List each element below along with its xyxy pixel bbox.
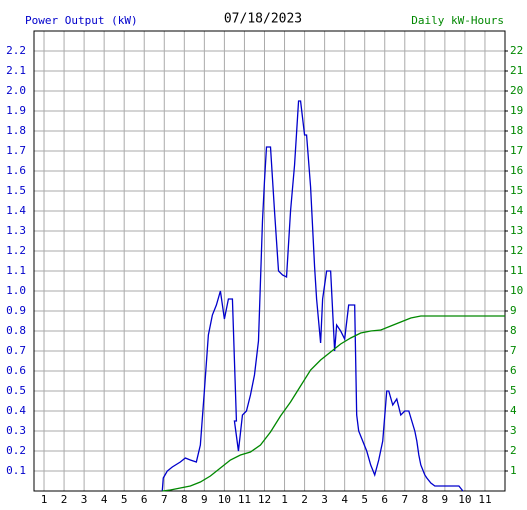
x-tick-label: 4 <box>341 493 348 506</box>
y-tick-label: 2.1 <box>6 64 26 77</box>
chart-title: 07/18/2023 <box>224 12 302 27</box>
x-tick-label: 8 <box>422 493 429 506</box>
y2-axis-title: Daily kW-Hours <box>411 14 504 27</box>
x-tick-label: 8 <box>181 493 188 506</box>
y2-tick-label: 6 <box>510 364 517 377</box>
y-tick-label: 0.2 <box>6 444 26 457</box>
plot-frame <box>33 30 506 492</box>
y2-tick-label: 1 <box>510 464 517 477</box>
y-tick-label: 2.2 <box>6 44 26 57</box>
y-tick-label: 0.4 <box>6 404 26 417</box>
y2-tick-label: 19 <box>510 104 523 117</box>
x-tick-label: 6 <box>141 493 148 506</box>
x-tick-label: 1 <box>281 493 288 506</box>
x-tick-label: 5 <box>361 493 368 506</box>
x-tick-label: 11 <box>478 493 491 506</box>
x-tick-label: 2 <box>61 493 68 506</box>
x-tick-label: 10 <box>458 493 471 506</box>
x-tick-label: 10 <box>218 493 231 506</box>
y2-tick-label: 11 <box>510 264 523 277</box>
x-tick-label: 3 <box>81 493 88 506</box>
y2-tick-label: 22 <box>510 44 523 57</box>
series-line <box>161 100 464 492</box>
y2-tick-label: 10 <box>510 284 523 297</box>
y2-tick-label: 5 <box>510 384 517 397</box>
x-tick-label: 4 <box>101 493 108 506</box>
y-tick-label: 1.3 <box>6 224 26 237</box>
x-tick-label: 2 <box>301 493 308 506</box>
y2-tick-label: 12 <box>510 244 523 257</box>
x-tick-label: 9 <box>201 493 208 506</box>
y-tick-label: 1.5 <box>6 184 26 197</box>
y-tick-label: 1.0 <box>6 284 26 297</box>
y-tick-label: 1.9 <box>6 104 26 117</box>
y-tick-label: 0.5 <box>6 384 26 397</box>
y-tick-label: 1.1 <box>6 264 26 277</box>
x-tick-label: 11 <box>238 493 251 506</box>
y2-tick-label: 13 <box>510 224 523 237</box>
x-tick-label: 7 <box>161 493 168 506</box>
y2-tick-label: 9 <box>510 304 517 317</box>
y2-tick-label: 16 <box>510 164 523 177</box>
y-tick-label: 0.6 <box>6 364 26 377</box>
x-tick-label: 12 <box>258 493 271 506</box>
y-tick-label: 2.0 <box>6 84 26 97</box>
y2-tick-label: 4 <box>510 404 517 417</box>
x-tick-label: 7 <box>401 493 408 506</box>
x-tick-label: 3 <box>321 493 328 506</box>
x-tick-label: 5 <box>121 493 128 506</box>
y-tick-label: 1.8 <box>6 124 26 137</box>
x-tick-label: 6 <box>381 493 388 506</box>
x-tick-label: 1 <box>41 493 48 506</box>
y-tick-label: 0.8 <box>6 324 26 337</box>
y2-tick-label: 18 <box>510 124 523 137</box>
y2-tick-label: 21 <box>510 64 523 77</box>
y-tick-label: 0.1 <box>6 464 26 477</box>
y2-tick-label: 3 <box>510 424 517 437</box>
y2-tick-label: 2 <box>510 444 517 457</box>
y-tick-label: 1.6 <box>6 164 26 177</box>
series-line <box>162 315 505 492</box>
y2-tick-label: 14 <box>510 204 524 217</box>
y-tick-label: 0.9 <box>6 304 26 317</box>
y-tick-label: 1.7 <box>6 144 26 157</box>
y2-tick-label: 8 <box>510 324 517 337</box>
y2-tick-label: 15 <box>510 184 523 197</box>
y-axis-title: Power Output (kW) <box>25 14 138 27</box>
y-tick-label: 1.4 <box>6 204 26 217</box>
y2-tick-label: 17 <box>510 144 523 157</box>
y-tick-label: 0.3 <box>6 424 26 437</box>
y2-tick-label: 7 <box>510 344 517 357</box>
y2-tick-label: 20 <box>510 84 523 97</box>
x-tick-label: 9 <box>442 493 449 506</box>
y-tick-label: 1.2 <box>6 244 26 257</box>
y-tick-label: 0.7 <box>6 344 26 357</box>
